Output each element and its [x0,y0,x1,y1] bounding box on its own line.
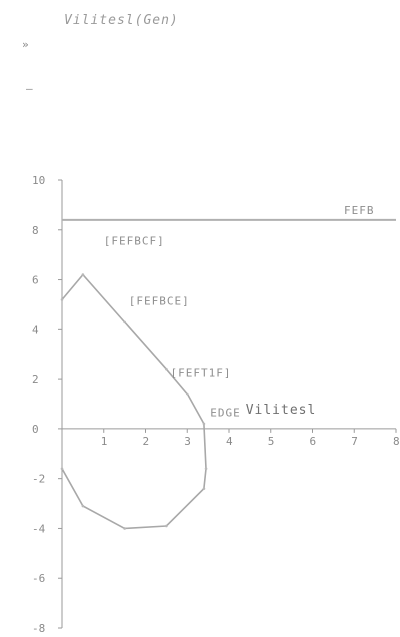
plot-area [60,273,208,530]
reference-line-label: FEFB [344,204,375,217]
data-point [185,392,189,396]
x-tick-label: 3 [184,435,191,448]
annotation-label: [FEFBCE] [129,294,190,307]
y-tick-label: -4 [32,522,46,535]
x-tick-label: 8 [393,435,400,448]
annotation-label: EDGE [210,406,241,419]
data-point [123,320,126,324]
reference-line: FEFB [62,204,396,221]
x-tick-label: 1 [101,435,108,448]
y-tick-label: 10 [32,174,45,187]
y-tick-label: 8 [32,224,39,237]
data-point [60,298,64,301]
data-point [123,527,126,530]
data-point [81,273,85,276]
x-tick-label: 6 [310,435,317,448]
data-point [165,524,168,528]
data-point [204,467,208,471]
series-line [61,273,207,530]
header-mark-1: » [22,38,29,51]
x-tick-label: 5 [268,435,275,448]
data-point [165,367,168,371]
axes: 10 8 6 4 2 0 -2 -4 -6 -8 1 2 3 4 5 6 7 8 [32,174,400,635]
x-tick-label: 2 [143,435,150,448]
data-point [60,467,64,471]
annotations: [FEFBCF] [FEFBCE] [FEFT1F] EDGE Vilitesl [104,235,317,420]
y-tick-label: -2 [32,473,45,486]
data-point [202,422,206,426]
y-tick-label: -6 [32,572,45,585]
y-tick-label: -8 [32,622,45,635]
annotation-label: Vilitesl [246,403,317,418]
chart-title: Vilitesl(Gen) [64,13,179,28]
data-point [202,487,206,490]
x-tick-label: 4 [226,435,233,448]
data-point [81,504,85,508]
annotation-label: [FEFT1F] [171,367,232,380]
y-tick-label: 2 [32,373,39,386]
y-tick-label: 4 [32,323,39,336]
header-mark-2: — [26,82,33,95]
y-tick-label: 0 [32,423,39,436]
y-tick-label: 6 [32,274,39,287]
annotation-label: [FEFBCF] [104,235,165,248]
x-tick-label: 7 [351,435,358,448]
